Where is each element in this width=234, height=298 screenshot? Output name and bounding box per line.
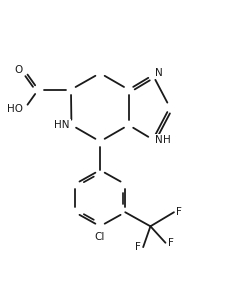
Text: H: H — [163, 135, 170, 145]
Text: O: O — [14, 65, 22, 75]
Text: F: F — [168, 238, 174, 248]
Text: HN: HN — [54, 120, 69, 130]
Text: Cl: Cl — [95, 232, 105, 242]
Text: HO: HO — [7, 104, 22, 114]
Text: N: N — [155, 135, 163, 145]
Text: F: F — [135, 242, 141, 252]
Text: N: N — [155, 68, 163, 78]
Text: F: F — [176, 207, 182, 217]
